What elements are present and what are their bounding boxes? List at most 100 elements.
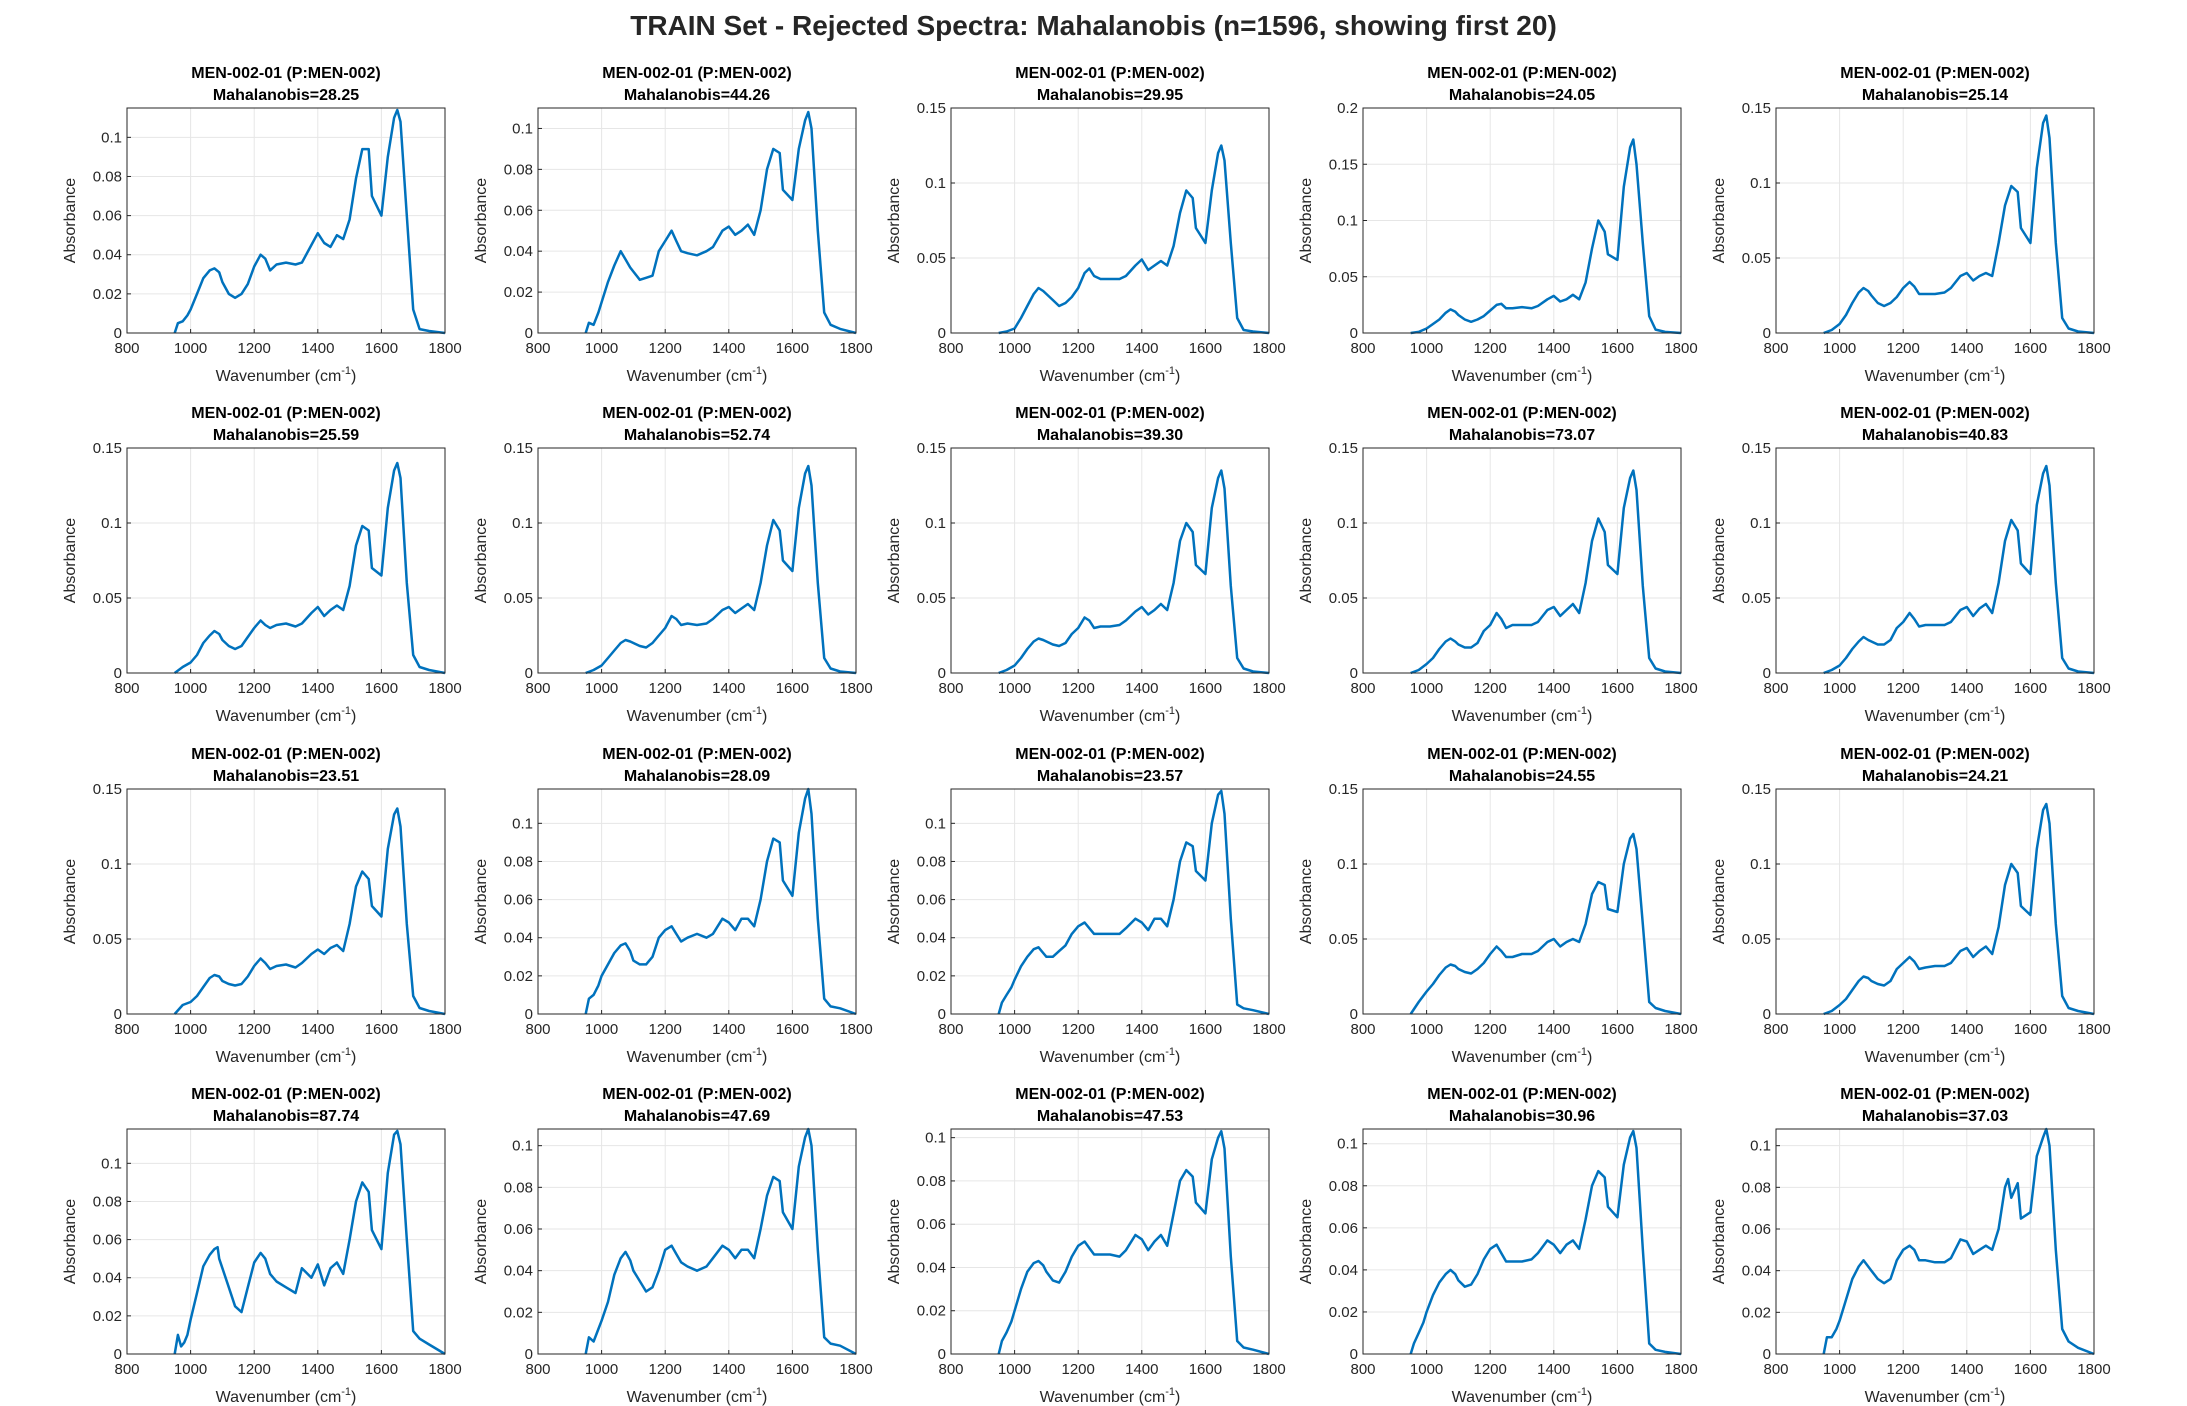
plot-area [127, 789, 445, 1014]
y-tick-label: 0.1 [1750, 515, 1771, 532]
axes-box [1775, 1128, 2095, 1355]
x-tick-label: 800 [1350, 1021, 1375, 1038]
y-tick-label: 0.15 [1742, 781, 1771, 798]
x-tick-label: 1600 [2014, 1021, 2047, 1038]
x-tick-label: 1800 [1252, 680, 1285, 697]
y-tick-label: 0.1 [101, 129, 122, 146]
subplot-title: MEN-002-01 (P:MEN-002) [602, 405, 791, 422]
subplot-title: MEN-002-01 (P:MEN-002) [191, 405, 380, 422]
spectrum-line [585, 464, 857, 675]
x-tick-label: 1000 [1410, 1361, 1443, 1378]
x-axis-label-text: Wavenumber (cm [1040, 1049, 1166, 1066]
x-tick-label: 1400 [712, 1361, 745, 1378]
y-tick-label: 0.02 [504, 284, 533, 301]
y-tick-label: 0.15 [917, 100, 946, 117]
subplot-title: MEN-002-01 (P:MEN-002) [1015, 65, 1204, 82]
x-axis-label: Wavenumber (cm-1) [627, 365, 768, 385]
x-axis-label-exponent: -1 [1990, 1046, 2000, 1058]
x-tick-label: 1800 [1664, 680, 1697, 697]
y-tick-label: 0.05 [93, 931, 122, 948]
subplot-subtitle: Mahalanobis=44.26 [624, 87, 770, 104]
subplot-title: MEN-002-01 (P:MEN-002) [602, 1086, 791, 1103]
plot-area [1363, 1129, 1681, 1354]
x-tick-label: 1000 [585, 340, 618, 357]
axes-box [1775, 788, 2095, 1015]
x-axis-label-exponent: -1 [1165, 365, 1175, 377]
x-tick-label: 1600 [2014, 1361, 2047, 1378]
x-axis-label-exponent: -1 [341, 705, 351, 717]
y-axis-label: Absorbance [62, 1199, 79, 1284]
y-tick-label: 0.04 [93, 1270, 122, 1287]
subplot-18: 800 1000 1200 1400 1600 1800 0 0.02 0.04 0.06 0.08… [886, 1086, 1286, 1406]
subplot-title: MEN-002-01 (P:MEN-002) [602, 65, 791, 82]
x-tick-label: 1200 [1887, 340, 1920, 357]
x-tick-label: 1800 [839, 680, 872, 697]
y-tick-label: 0 [1763, 1006, 1771, 1023]
y-tick-label: 0.04 [917, 930, 946, 947]
x-tick-label: 800 [114, 1361, 139, 1378]
y-tick-label: 0.08 [504, 161, 533, 178]
subplot-7: 800 1000 1200 1400 1600 1800 0 0.05 0.1 0.15 MEN-0… [473, 405, 873, 725]
x-axis-label-exponent: -1 [752, 705, 762, 717]
y-tick-label: 0.15 [917, 440, 946, 457]
y-tick-label: 0.15 [1742, 100, 1771, 117]
x-tick-label: 1800 [1252, 340, 1285, 357]
x-tick-label: 1000 [1823, 340, 1856, 357]
y-tick-label: 0.1 [512, 815, 533, 832]
x-tick-label: 1000 [1823, 680, 1856, 697]
x-axis-label: Wavenumber (cm-1) [627, 1046, 768, 1066]
x-tick-label: 800 [1763, 1021, 1788, 1038]
x-axis-label-close: ) [1587, 1389, 1592, 1406]
x-tick-label: 1400 [1125, 340, 1158, 357]
y-tick-label: 0.1 [512, 120, 533, 137]
y-tick-label: 0 [525, 1346, 533, 1363]
x-tick-label: 1400 [301, 680, 334, 697]
x-axis-label-close: ) [762, 708, 767, 725]
x-tick-label: 1600 [1189, 1021, 1222, 1038]
x-tick-label: 800 [1763, 340, 1788, 357]
axes-box [1775, 447, 2095, 674]
x-tick-label: 1000 [1410, 1021, 1443, 1038]
x-axis-label-close: ) [1175, 1389, 1180, 1406]
x-tick-label: 1000 [1823, 1361, 1856, 1378]
x-axis-label-exponent: -1 [1990, 705, 2000, 717]
x-tick-label: 1400 [1537, 340, 1570, 357]
spectrum-line [173, 1129, 446, 1356]
y-tick-label: 0.1 [1750, 856, 1771, 873]
subplot-title: MEN-002-01 (P:MEN-002) [191, 65, 380, 82]
x-tick-label: 1400 [1950, 1361, 1983, 1378]
y-tick-label: 0 [938, 325, 946, 342]
x-tick-label: 1000 [998, 1361, 1031, 1378]
x-tick-label: 1600 [365, 1361, 398, 1378]
x-tick-label: 1400 [301, 340, 334, 357]
y-tick-label: 0.08 [917, 853, 946, 870]
y-tick-label: 0 [1763, 325, 1771, 342]
x-tick-label: 1800 [428, 1361, 461, 1378]
y-tick-label: 0.04 [504, 243, 533, 260]
x-tick-label: 1800 [1664, 1361, 1697, 1378]
x-axis-label-text: Wavenumber (cm [1452, 1049, 1578, 1066]
x-tick-label: 1800 [2077, 1361, 2110, 1378]
subplot-subtitle: Mahalanobis=24.55 [1449, 768, 1595, 785]
x-axis-label: Wavenumber (cm-1) [627, 705, 768, 725]
y-axis-label: Absorbance [886, 518, 903, 603]
subplot-title: MEN-002-01 (P:MEN-002) [1840, 1086, 2029, 1103]
x-tick-label: 1200 [649, 1021, 682, 1038]
y-tick-label: 0.1 [101, 856, 122, 873]
y-axis-label: Absorbance [62, 859, 79, 944]
y-axis-label: Absorbance [886, 178, 903, 263]
subplot-subtitle: Mahalanobis=25.59 [213, 427, 359, 444]
x-tick-label: 1200 [1887, 1021, 1920, 1038]
x-tick-label: 1600 [365, 680, 398, 697]
y-tick-label: 0.02 [917, 968, 946, 985]
subplot-17: 800 1000 1200 1400 1600 1800 0 0.02 0.04 0.06 0.08… [473, 1086, 873, 1406]
x-axis-label-text: Wavenumber (cm [1040, 368, 1166, 385]
axes-box [1362, 447, 1682, 674]
x-tick-label: 1600 [365, 1021, 398, 1038]
subplot-subtitle: Mahalanobis=73.07 [1449, 427, 1595, 444]
plot-area [127, 108, 445, 333]
x-tick-label: 1600 [2014, 340, 2047, 357]
subplot-1: 800 1000 1200 1400 1600 1800 0 0.02 0.04 0.06 0.08… [62, 65, 462, 385]
x-axis-label-close: ) [1587, 1049, 1592, 1066]
x-tick-label: 1000 [1410, 340, 1443, 357]
